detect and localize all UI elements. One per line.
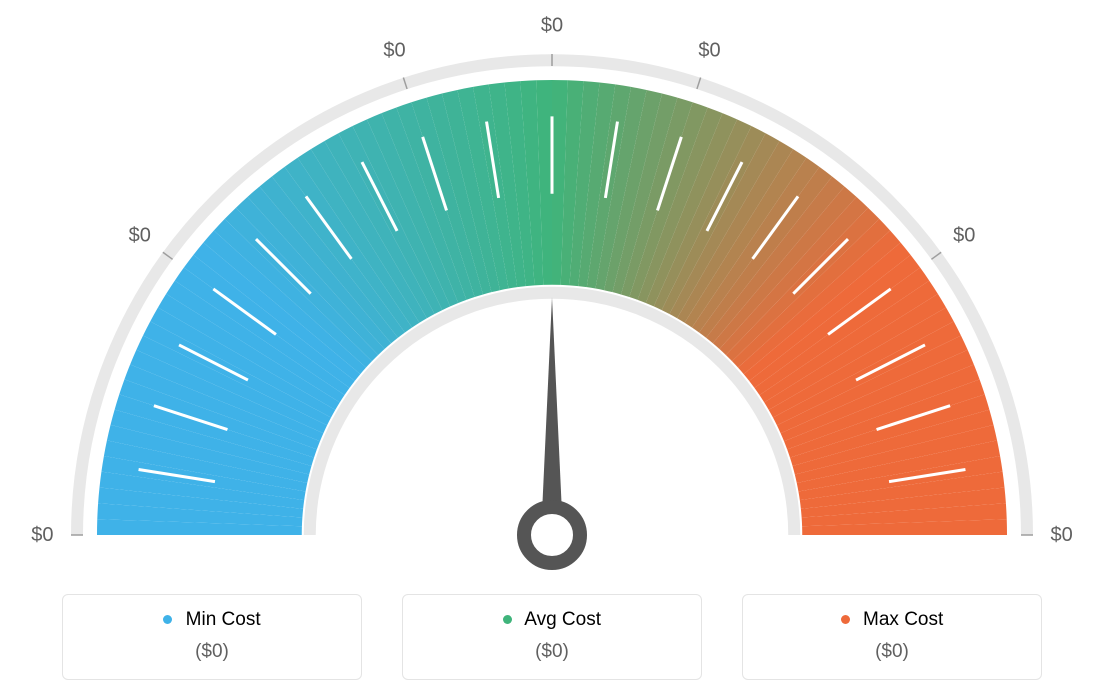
legend-value-max: ($0) [743, 641, 1041, 663]
legend-dot-max [841, 615, 850, 624]
gauge-svg: $0 $0 $0 $0 $0 $0 $0 [0, 0, 1104, 570]
legend-dot-min [163, 615, 172, 624]
svg-text:$0: $0 [953, 224, 975, 246]
legend-dot-avg [503, 615, 512, 624]
legend-card-min: Min Cost ($0) [62, 594, 362, 680]
legend-title-max: Max Cost [743, 609, 1041, 631]
legend-card-avg: Avg Cost ($0) [402, 594, 702, 680]
legend-title-avg: Avg Cost [403, 609, 701, 631]
gauge-area: $0 $0 $0 $0 $0 $0 $0 [0, 0, 1104, 570]
svg-text:$0: $0 [541, 14, 563, 36]
legend-row: Min Cost ($0) Avg Cost ($0) Max Cost ($0… [62, 594, 1042, 680]
svg-text:$0: $0 [383, 39, 405, 61]
legend-value-avg: ($0) [403, 641, 701, 663]
gauge-chart-container: $0 $0 $0 $0 $0 $0 $0 Min Cost ($0) Avg Cost ($… [0, 0, 1104, 690]
svg-text:$0: $0 [1050, 524, 1072, 546]
legend-label-min: Min Cost [186, 609, 261, 630]
legend-card-max: Max Cost ($0) [742, 594, 1042, 680]
legend-title-min: Min Cost [63, 609, 361, 631]
svg-text:$0: $0 [129, 224, 151, 246]
legend-label-max: Max Cost [863, 609, 943, 630]
svg-text:$0: $0 [31, 524, 53, 546]
svg-text:$0: $0 [698, 39, 720, 61]
legend-value-min: ($0) [63, 641, 361, 663]
legend-label-avg: Avg Cost [524, 609, 601, 630]
